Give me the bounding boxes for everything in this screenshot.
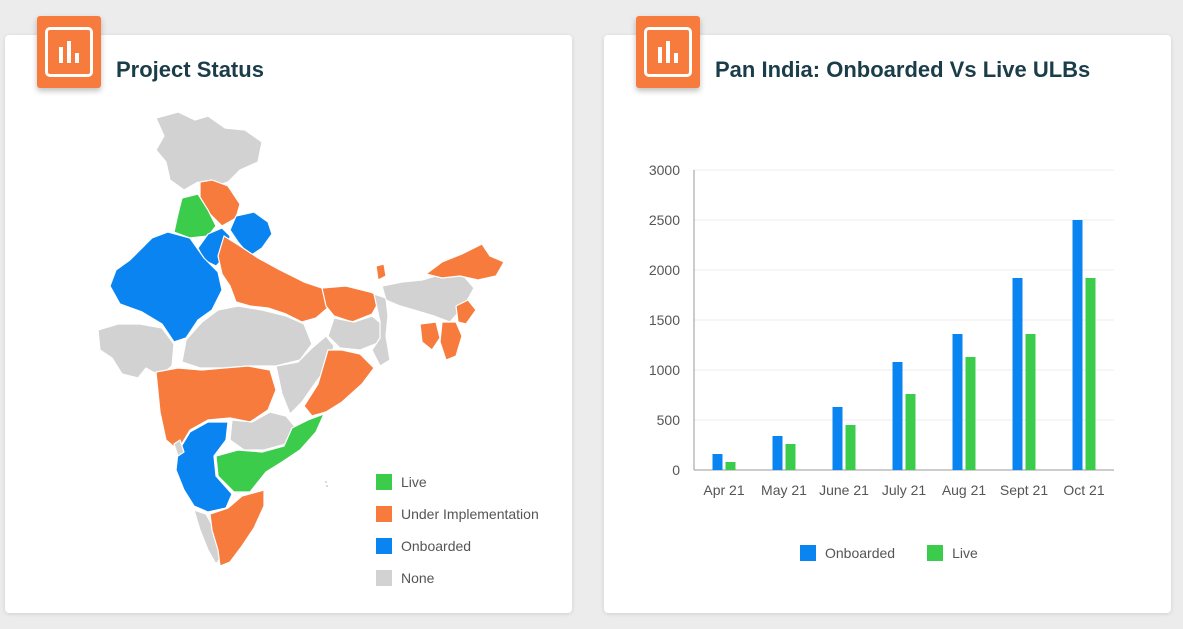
project-status-title: Project Status <box>116 57 264 82</box>
map-region-jammu-kashmir <box>155 111 263 191</box>
map-region-west-bengal <box>371 293 391 367</box>
y-tick-label: 2000 <box>649 262 680 278</box>
x-tick-label: Aug 21 <box>942 482 987 498</box>
legend-label: Onboarded <box>401 538 472 554</box>
legend-swatch <box>376 538 392 554</box>
x-tick-label: June 21 <box>819 482 869 498</box>
bar-onboarded <box>832 407 843 470</box>
map-region-madhya-pradesh <box>181 305 313 369</box>
map-region-odisha <box>303 349 375 417</box>
india-status-map <box>97 111 505 567</box>
legend-swatch <box>800 545 816 561</box>
bar-onboarded <box>1072 220 1083 470</box>
map-region-tripura <box>419 321 441 351</box>
x-tick-label: Oct 21 <box>1063 482 1104 498</box>
legend-swatch <box>927 545 944 561</box>
bar-onboarded <box>892 362 903 470</box>
y-tick-label: 0 <box>672 462 680 478</box>
legend-item-live: Live <box>376 466 539 498</box>
map-region-tamil-nadu <box>209 489 265 567</box>
map-region-maharashtra <box>155 365 277 451</box>
legend-label: Live <box>401 474 427 490</box>
bar-live <box>845 425 856 470</box>
map-region-manipur <box>455 299 477 325</box>
pan-india-title: Pan India: Onboarded Vs Live ULBs <box>715 57 1091 82</box>
map-region-uttar-pradesh <box>217 235 331 323</box>
bar-live <box>905 394 916 470</box>
bar-live <box>785 444 796 470</box>
map-region-karnataka <box>175 421 233 513</box>
bar-onboarded <box>712 454 723 470</box>
x-tick-label: Apr 21 <box>703 482 744 498</box>
bar-onboarded <box>772 436 783 470</box>
map-region-jharkhand <box>327 315 383 351</box>
map-region-mizoram <box>439 321 463 361</box>
x-tick-label: May 21 <box>761 482 807 498</box>
legend-item-onboarded: Onboarded <box>376 530 539 562</box>
legend-item-under-implementation: Under Implementation <box>376 498 539 530</box>
bar-live <box>1085 278 1096 470</box>
legend-swatch <box>376 570 392 586</box>
legend-label: Under Implementation <box>401 506 539 522</box>
map-region-rajasthan <box>109 231 223 343</box>
bar-chart-icon <box>37 16 101 88</box>
bar-onboarded <box>1012 278 1023 470</box>
x-tick-label: Sept 21 <box>1000 482 1048 498</box>
bar-chart-icon <box>636 16 700 88</box>
x-tick-label: July 21 <box>882 482 927 498</box>
legend-label: None <box>401 570 435 586</box>
legend-swatch <box>376 474 392 490</box>
bar-onboarded <box>952 334 963 470</box>
chart-legend-onboarded[interactable]: Onboarded <box>800 543 895 563</box>
y-tick-label: 3000 <box>649 162 680 178</box>
map-region-bihar <box>321 285 383 323</box>
y-tick-label: 1500 <box>649 312 680 328</box>
map-region-andhra-pradesh <box>215 413 325 493</box>
y-tick-label: 500 <box>657 412 681 428</box>
map-region-sikkim <box>375 263 387 281</box>
bar-live <box>725 462 736 470</box>
map-region-gujarat <box>97 323 175 379</box>
onboarded-vs-live-bar-chart: 0 500 1000 1500 2000 2500 3000 Apr 21 May 21 June… <box>649 162 1114 498</box>
map-legend: Live Under Implementation Onboarded None <box>376 466 539 594</box>
chart-legend-live[interactable]: Live <box>927 543 978 563</box>
map-region-arunachal <box>425 243 505 281</box>
map-region-goa <box>173 439 185 457</box>
bar-live <box>965 357 976 470</box>
legend-label: Live <box>952 545 978 561</box>
bar-live <box>1025 334 1036 470</box>
y-tick-label: 2500 <box>649 212 680 228</box>
legend-swatch <box>376 506 392 522</box>
chart-legend: Onboarded Live <box>800 543 978 563</box>
y-tick-label: 1000 <box>649 362 680 378</box>
legend-item-none: None <box>376 562 539 594</box>
legend-label: Onboarded <box>825 545 896 561</box>
map-region-uttarakhand <box>229 211 273 257</box>
